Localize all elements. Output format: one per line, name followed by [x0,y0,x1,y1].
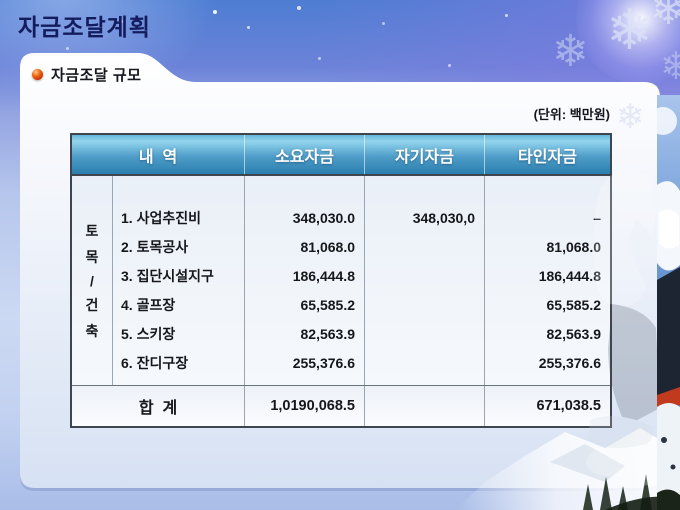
item-name: 4. 골프장 [121,297,176,313]
orange-ball-bullet-icon [32,69,43,80]
item-name: 2. 토목공사 [121,239,189,255]
cell-value: 255,376.6 [538,355,601,371]
col-header-external: 타인자금 [484,135,610,174]
snowflake-icon: ❄ [552,27,589,76]
section-label: 자금조달 규모 [51,67,142,84]
snowflake-icon: ❄ [606,0,653,61]
col-header-required: 소요자금 [244,135,364,174]
col-header-self: 자기자금 [364,135,484,174]
item-name: 3. 집단시설지구 [121,268,214,284]
cell-value [365,320,484,349]
cell-value [365,233,484,262]
slide-title: 자금조달계획 [18,14,151,40]
cell-value: – [593,210,601,226]
item-name: 1. 사업추진비 [121,210,201,226]
cell-value: 81,068.0 [300,239,356,255]
item-name: 6. 잔디구장 [121,355,189,371]
cell-value [365,349,484,378]
mountain-photo [455,428,680,510]
total-self-value [364,386,484,426]
external-funds-column: – 81,068.0 186,444.8 65,585.2 82,563.9 2… [484,176,610,385]
cell-value: 186,444.8 [292,268,355,284]
table-header-row: 내 역 소요자금 자기자금 타인자금 [72,135,610,176]
cell-value [365,262,484,291]
light-flare [576,0,680,84]
cell-value: 82,563.9 [546,326,602,342]
table-body: 토 목 / 건 축 1. 사업추진비 2. 토목공사 3. 집단시설지구 4. … [72,176,610,386]
cell-value: 255,376.6 [292,355,355,371]
snowflake-icon: ❄ [616,98,645,136]
item-list: 1. 사업추진비 2. 토목공사 3. 집단시설지구 4. 골프장 5. 스키장… [112,176,244,385]
group-label-vertical: 토 목 / 건 축 [85,222,99,339]
cell-value: 81,068.0 [546,239,602,255]
cell-value [365,291,484,320]
cell-value: 65,585.2 [300,297,356,313]
snowboarder-photo [657,95,680,510]
total-external-value: 671,038.5 [484,386,610,426]
cell-value: 348,030,0 [412,210,475,226]
cell-value: 82,563.9 [300,326,356,342]
cell-value: 186,444.8 [538,268,601,284]
cell-value: 348,030.0 [292,210,355,226]
self-funds-column: 348,030,0 [364,176,484,385]
section-heading: 자금조달 규모 [32,64,141,85]
item-name: 5. 스키장 [121,326,176,342]
total-label: 합 계 [138,400,178,417]
funding-table: 내 역 소요자금 자기자금 타인자금 토 목 / 건 축 1. 사업추진비 2.… [70,133,612,428]
unit-note: (단위: 백만원) [533,107,610,122]
total-required-value: 1,0190,068.5 [244,386,364,426]
snowflake-icon: ❄ [660,46,680,88]
snowflake-icon: ❄ [650,0,680,34]
required-funds-column: 348,030.0 81,068.0 186,444.8 65,585.2 82… [244,176,364,385]
cell-value: 65,585.2 [546,297,602,313]
col-header-detail: 내 역 [138,148,178,166]
table-footer-row: 합 계 1,0190,068.5 671,038.5 [72,386,610,426]
